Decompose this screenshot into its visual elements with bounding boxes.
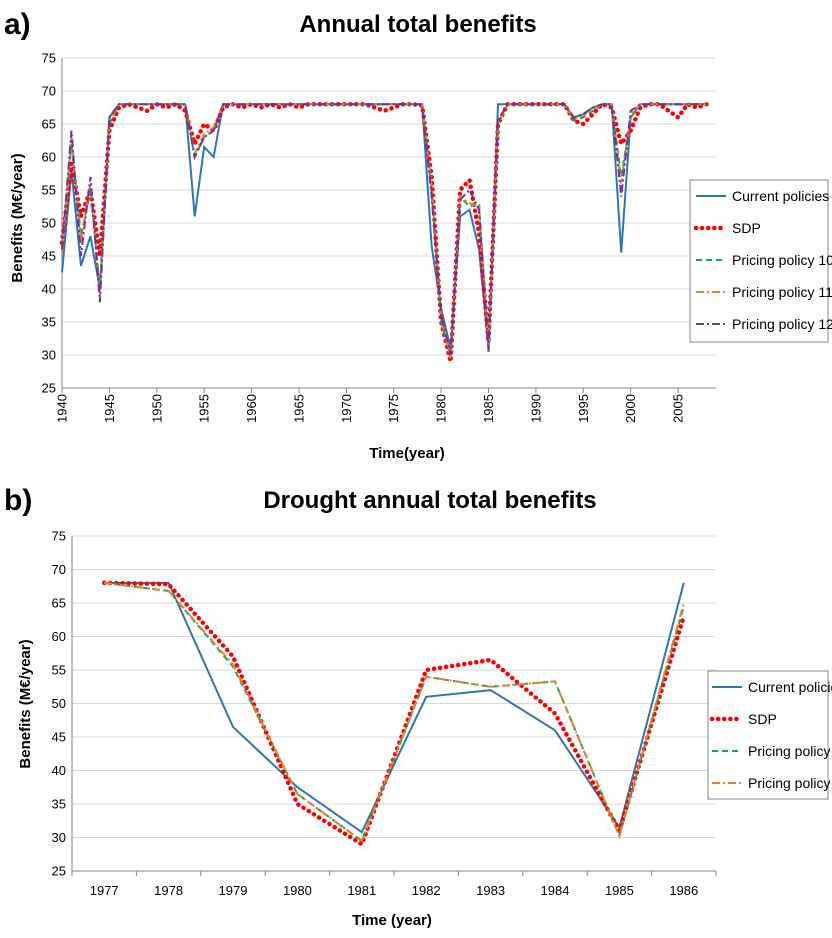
chart-a-x-tick-label: 1945 — [102, 394, 117, 423]
chart-a-x-tick-label: 1965 — [291, 394, 306, 423]
chart-b-x-tick-label: 1984 — [541, 883, 570, 898]
chart-a-axes — [61, 58, 716, 393]
panel-label-a: a) — [4, 8, 31, 41]
chart-a-x-tick-label: 1970 — [339, 394, 354, 423]
chart-b-legend: Current policies SDP Pricing policy 4 Prici… — [707, 670, 832, 800]
chart-a-series — [59, 101, 709, 363]
chart-b-y-tick-label: 30 — [52, 830, 66, 845]
chart-a-legend-label: Pricing policy 12 — [732, 316, 832, 332]
chart-a-x-tick-label: 2005 — [671, 394, 686, 423]
chart-b-x-tick-label: 1981 — [347, 883, 376, 898]
chart-b-x-ticks: 1977 1978 1979 1980 1981 1982 1983 1984 1985 1986 — [90, 883, 699, 898]
chart-b-y-tick-label: 50 — [52, 696, 66, 711]
chart-a-x-tick-label: 1950 — [149, 394, 164, 423]
chart-b-x-tick-label: 1978 — [154, 883, 183, 898]
chart-a-series-sdp — [59, 101, 709, 363]
chart-b-series-pricing-policy-4 — [104, 581, 685, 843]
panel-a-annual-total-benefits: a) Annual total benefits 25 30 35 40 45 50 55 6… — [4, 8, 832, 462]
chart-b-series-sdp — [101, 580, 687, 848]
chart-a-y-tick-label: 40 — [42, 282, 56, 297]
chart-b-legend-box — [707, 670, 829, 800]
chart-a-y-tick-label: 45 — [42, 249, 56, 264]
chart-a-series-pricing-policy-11 — [61, 103, 707, 359]
chart-a-legend-label: Pricing policy 11 — [732, 284, 832, 300]
panel-label-b: b) — [4, 484, 32, 517]
chart-b-series-current-policies — [104, 581, 685, 834]
chart-a-legend-box — [689, 179, 829, 343]
chart-a-y-tick-label: 65 — [42, 117, 56, 132]
chart-b-gridlines — [72, 535, 716, 838]
chart-b-y-tick-label: 65 — [52, 596, 66, 611]
chart-b-y-tick-label: 35 — [52, 797, 66, 812]
chart-a-x-tick-label: 1960 — [244, 394, 259, 423]
chart-b-x-tick-label: 1983 — [476, 883, 505, 898]
chart-a-y-tick-label: 35 — [42, 315, 56, 330]
chart-a-y-tick-label: 25 — [42, 381, 56, 396]
chart-a-x-ticks: 1940 1945 1950 1955 1960 1965 1970 1975 1980 1985… — [55, 394, 686, 423]
chart-b-y-tick-label: 60 — [52, 629, 66, 644]
chart-a-y-tick-label: 50 — [42, 216, 56, 231]
chart-a-y-tick-label: 75 — [42, 51, 56, 66]
chart-b-y-tick-label: 25 — [52, 864, 66, 879]
chart-a-x-tick-label: 1985 — [481, 394, 496, 423]
chart-a-series-pricing-policy-10 — [61, 103, 707, 356]
chart-a-legend-label: Current policies — [732, 188, 829, 204]
chart-a-y-tick-label: 30 — [42, 348, 56, 363]
chart-b-x-axis-label: Time (year) — [352, 912, 432, 929]
chart-b-series — [101, 580, 687, 848]
chart-b-x-tick-label: 1980 — [283, 883, 312, 898]
chart-a-x-tick-label: 1995 — [576, 394, 591, 423]
chart-a-legend-label: SDP — [732, 220, 761, 236]
chart-b-y-tick-label: 45 — [52, 730, 66, 745]
chart-a-y-tick-label: 60 — [42, 150, 56, 165]
chart-b-legend-label: Current policies — [748, 679, 832, 695]
chart-b-x-tick-label: 1986 — [669, 883, 698, 898]
chart-a-series-pricing-policy-12 — [61, 103, 707, 356]
chart-b-axes — [71, 536, 717, 876]
chart-a-legend-label: Pricing policy 10 — [732, 252, 832, 268]
chart-a-x-tick-label: 2000 — [623, 394, 638, 423]
chart-b-y-axis-label: Benefits (M€/year) — [17, 639, 34, 768]
chart-a-y-tick-label: 70 — [42, 84, 56, 99]
chart-a-legend: Current policies SDP Pricing policy 10 Pric… — [689, 179, 832, 343]
chart-a-title: Annual total benefits — [299, 11, 536, 38]
chart-a-gridlines — [62, 57, 716, 356]
chart-a-y-axis-label: Benefits (M€/year) — [9, 153, 26, 282]
chart-b-y-tick-label: 75 — [52, 529, 66, 544]
chart-a-x-tick-label: 1975 — [386, 394, 401, 423]
chart-a-series-current-policies — [61, 103, 707, 349]
chart-b-legend-label: Pricing policy 5 — [748, 775, 832, 791]
chart-b-y-tick-label: 55 — [52, 663, 66, 678]
chart-b-x-tick-label: 1982 — [412, 883, 441, 898]
chart-a-x-tick-label: 1940 — [55, 394, 70, 423]
chart-a-y-tick-label: 55 — [42, 183, 56, 198]
chart-b-x-tick-label: 1985 — [605, 883, 634, 898]
chart-b-x-tick-label: 1977 — [90, 883, 119, 898]
chart-b-y-tick-label: 40 — [52, 763, 66, 778]
chart-a-x-tick-label: 1980 — [434, 394, 449, 423]
chart-b-x-tick-label: 1979 — [219, 883, 248, 898]
chart-a-x-tick-label: 1990 — [528, 394, 543, 423]
chart-b-title: Drought annual total benefits — [263, 487, 596, 514]
panel-b-drought-annual-total-benefits: b) Drought annual total benefits 25 30 35 4… — [4, 484, 832, 929]
chart-b-y-ticks: 25 30 35 40 45 50 55 60 65 70 75 — [52, 529, 66, 879]
chart-a-x-tick-label: 1955 — [197, 394, 212, 423]
chart-b-legend-label: Pricing policy 4 — [748, 743, 832, 759]
chart-b-legend-label: SDP — [748, 711, 777, 727]
chart-b-series-pricing-policy-5 — [104, 581, 685, 843]
chart-a-x-axis-label: Time(year) — [369, 445, 445, 462]
chart-b-y-tick-label: 70 — [52, 562, 66, 577]
chart-a-y-ticks: 25 30 35 40 45 50 55 60 65 70 75 — [42, 51, 56, 396]
